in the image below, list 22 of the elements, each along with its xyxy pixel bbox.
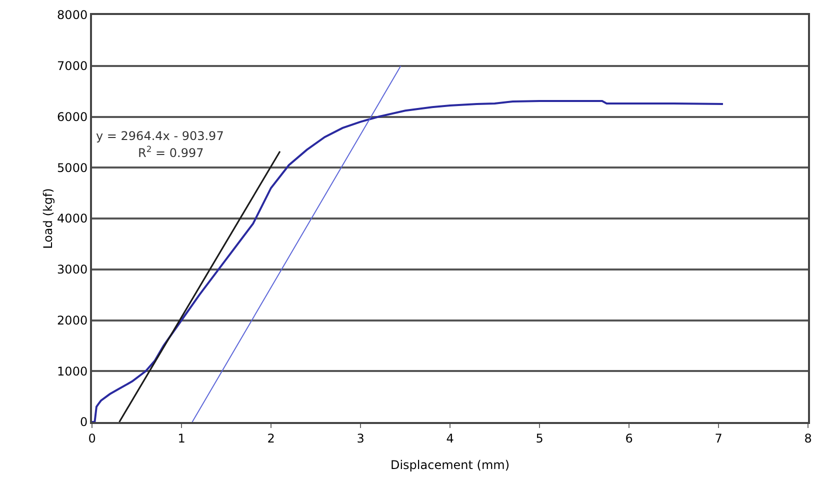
- annotation: y = 2964.4x - 903.97: [96, 129, 224, 143]
- x-tick-label: 2: [267, 431, 275, 446]
- y-tick-label: 3000: [57, 262, 88, 277]
- x-tick-label: 8: [804, 431, 812, 446]
- y-tick-label: 1000: [57, 364, 88, 378]
- y-tick-label: 2000: [57, 313, 88, 328]
- y-tick-label: 0: [80, 415, 88, 430]
- x-tick-label: 7: [714, 431, 722, 446]
- y-tick-label: 7000: [57, 59, 88, 74]
- y-tick-label: 4000: [57, 212, 88, 226]
- x-tick-label: 5: [536, 431, 544, 446]
- x-tick-label: 1: [178, 431, 186, 446]
- y-tick-label: 5000: [57, 160, 88, 175]
- line-series: [92, 100, 724, 422]
- x-axis-title: Displacement (mm): [390, 458, 510, 472]
- y-tick-label: 8000: [57, 8, 88, 22]
- y-axis-title: Load (kgf): [41, 188, 56, 249]
- annotation: R$^{2}$ = 0.997: [138, 144, 204, 160]
- x-tick-label: 6: [625, 431, 633, 446]
- x-tick-label: 3: [356, 431, 364, 446]
- x-tick-label: 4: [446, 431, 454, 446]
- y-tick-label: 6000: [57, 110, 88, 124]
